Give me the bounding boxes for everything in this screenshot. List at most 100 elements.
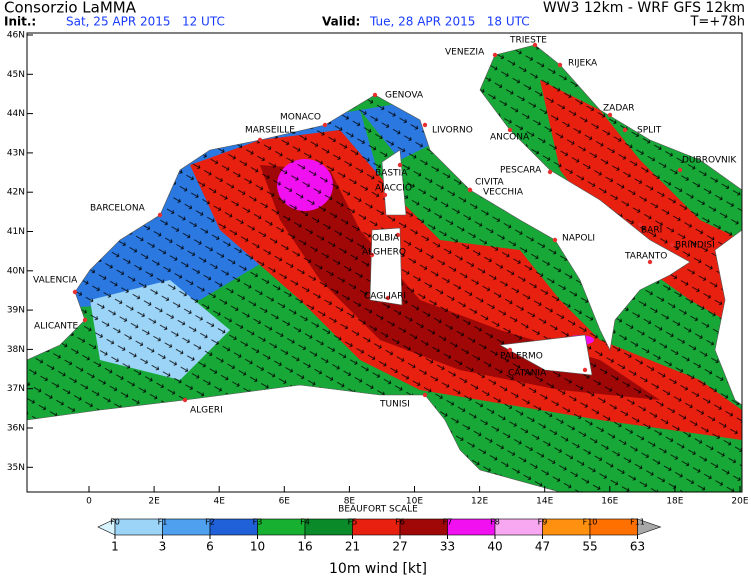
colorbar-segment <box>637 518 662 536</box>
lon-label: 14E <box>536 497 553 507</box>
city-label: TRIESTE <box>509 36 547 46</box>
city-dot <box>157 212 163 218</box>
init-value: Sat, 25 APR 2015 12 UTC <box>66 15 225 29</box>
beaufort-label: F5 <box>348 518 358 527</box>
lat-label: 44N <box>7 109 25 119</box>
lon-label: 18E <box>666 497 683 507</box>
city-label: RIJEKA <box>568 59 598 69</box>
lat-label: 42N <box>7 188 25 198</box>
city-label: BASTIA <box>375 169 408 179</box>
beaufort-label: F3 <box>253 518 263 527</box>
beaufort-label: F9 <box>538 518 548 527</box>
map <box>27 33 742 492</box>
colorbar-label: 40 <box>487 540 502 554</box>
city-label: SPLIT <box>637 126 662 136</box>
city-label: BARI <box>641 226 662 236</box>
lon-label: 12E <box>471 497 488 507</box>
city-dot <box>82 317 88 323</box>
city-label: TARANTO <box>624 252 667 262</box>
city-label: ALGERI <box>190 406 223 416</box>
city-dot <box>395 232 401 238</box>
colorbar-label: 27 <box>392 540 407 554</box>
city-dot <box>532 42 538 48</box>
city-dot <box>372 92 378 98</box>
land <box>714 229 742 406</box>
colorbar-label: 16 <box>297 540 312 554</box>
lon-label: 6E <box>279 497 291 507</box>
beaufort-label: F4 <box>300 518 310 527</box>
header: Consorzio LaMMA Init.: Sat, 25 APR 2015 … <box>4 0 745 30</box>
city-label: LIVORNO <box>432 126 473 136</box>
colorbar-label: 21 <box>345 540 360 554</box>
lat-label: 46N <box>7 31 25 41</box>
city-label: NAPOLI <box>562 234 595 244</box>
city-label: DUBROVNIK <box>682 156 737 166</box>
colorbar-label: 6 <box>206 540 214 554</box>
lat-label: 45N <box>7 70 25 80</box>
city-label: CIVITA <box>475 178 505 188</box>
beaufort-label: F1 <box>158 518 168 527</box>
lon-label: 4E <box>213 497 225 507</box>
city-dot <box>647 259 653 265</box>
beaufort-label: F2 <box>205 518 215 527</box>
city-dot <box>607 112 613 118</box>
city-label: TUNISI <box>379 400 410 410</box>
lat-label: 43N <box>7 148 25 158</box>
colorbar-label: 1 <box>111 540 119 554</box>
city-dot <box>552 237 558 243</box>
city-label: OLBIA <box>372 234 400 244</box>
valid-label: Valid: <box>322 15 360 29</box>
title: Consorzio LaMMA <box>4 0 137 17</box>
lon-label: 10E <box>406 497 423 507</box>
lon-label: 20E <box>731 497 748 507</box>
city-label: AJACCIO <box>375 184 412 194</box>
city-dot <box>397 162 403 168</box>
city-label: CATANIA <box>508 369 547 379</box>
lon-label: 0 <box>86 497 92 507</box>
lat-label: 37N <box>7 384 25 394</box>
beaufort-label: F10 <box>583 518 598 527</box>
lead-time: T=+78h <box>689 15 745 30</box>
colorbar-segment <box>209 518 258 536</box>
lat-label: 36N <box>7 424 25 434</box>
city-dot <box>467 187 473 193</box>
city-label: GENOVA <box>385 91 424 101</box>
city-dot <box>547 169 553 175</box>
land <box>499 334 593 376</box>
land <box>369 227 403 306</box>
land <box>27 33 742 361</box>
city-label: MONACO <box>280 113 321 123</box>
city-label: VENEZIA <box>445 48 485 58</box>
city-dot <box>669 242 675 248</box>
lon-label: 16E <box>601 497 618 507</box>
city-dot <box>422 392 428 398</box>
valid-value: Tue, 28 APR 2015 18 UTC <box>369 15 530 29</box>
colorbar-segment <box>304 518 353 536</box>
city-label: MARSEILLE <box>245 126 295 136</box>
colorbar-segment <box>399 518 448 536</box>
colorbar-label: 10 <box>250 540 265 554</box>
city-label: CAGLIARI <box>364 292 406 302</box>
colorbar-segment <box>114 518 163 536</box>
city-label: ALGHERO <box>362 248 406 258</box>
lon-label: 2E <box>148 497 160 507</box>
city-dot <box>557 62 563 68</box>
city-label: BARCELONA <box>90 204 146 214</box>
city-label: VALENCIA <box>33 276 78 286</box>
lon-label: 8E <box>344 497 356 507</box>
city-dot <box>422 122 428 128</box>
city-dot <box>257 137 263 143</box>
city-dot <box>507 347 513 353</box>
city-label: ZADAR <box>603 104 635 114</box>
colorbar-segment <box>352 518 401 536</box>
city-dot <box>582 367 588 373</box>
beaufort-label: F11 <box>630 518 645 527</box>
colorbar-segment <box>162 518 211 536</box>
colorbar-segment <box>447 518 496 536</box>
init-label: Init.: <box>4 15 36 29</box>
city-dot <box>369 252 375 258</box>
city-dot <box>382 192 388 198</box>
lat-label: 40N <box>7 266 25 276</box>
city-dot <box>637 222 643 228</box>
